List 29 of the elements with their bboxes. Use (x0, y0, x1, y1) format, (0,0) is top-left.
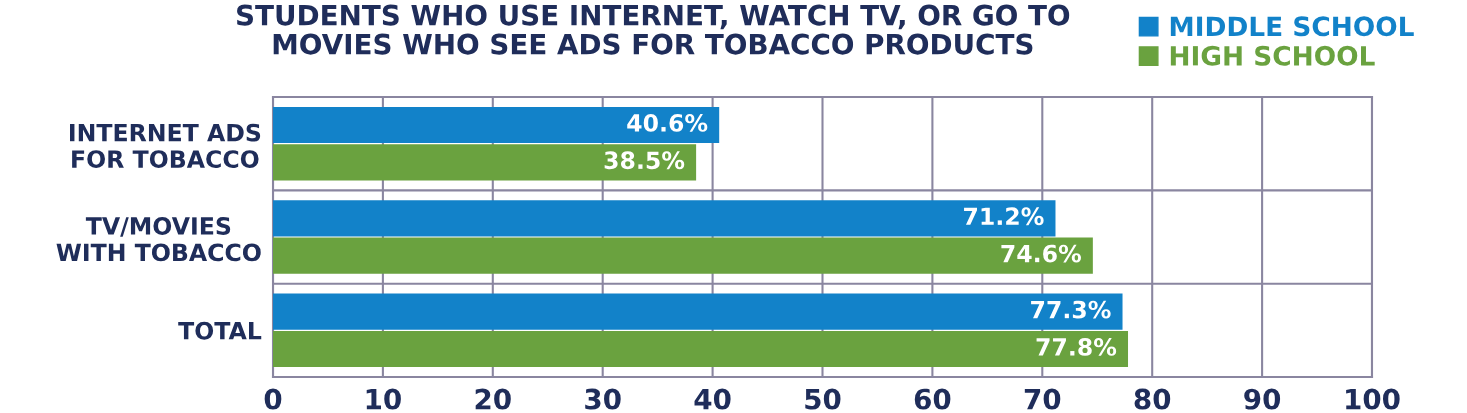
chart-title: STUDENTS WHO USE INTERNET, WATCH TV, OR GO TO MOVIES WHO SEE ADS FOR TOBACCO PRODUCTS (237, 4, 1070, 55)
data-label: 40.6% (627, 113, 708, 132)
bar (273, 237, 1093, 274)
data-label: 74.6% (1001, 244, 1081, 263)
x-tick-label: 30 (585, 388, 621, 410)
x-tick-label: 60 (914, 388, 951, 410)
bar (273, 144, 697, 181)
data-label: 77.8% (1036, 337, 1117, 356)
x-tick-label: 40 (694, 388, 731, 410)
x-tick-label: 70 (1024, 388, 1061, 410)
x-tick-label: 20 (475, 388, 511, 410)
y-tick-label: TV/MOVIES WITH TOBACCO (56, 217, 261, 262)
bar (273, 330, 1129, 368)
x-tick-label: 100 (1346, 388, 1400, 410)
data-label: 77.3% (1031, 300, 1111, 319)
x-tick-label: 80 (1134, 388, 1171, 410)
y-tick-label: INTERNET ADS FOR TOBACCO (70, 123, 261, 168)
bar (273, 200, 1056, 237)
x-tick-label: 0 (264, 388, 282, 410)
x-tick-label: 90 (1244, 388, 1281, 410)
x-tick-label: 10 (366, 388, 401, 410)
data-label: 38.5% (604, 151, 685, 170)
data-label: 71.2% (964, 207, 1044, 226)
bar (273, 106, 720, 144)
bar (273, 293, 1123, 330)
legend-label: HIGH SCHOOL (1170, 45, 1375, 66)
x-tick-label: 50 (805, 388, 841, 410)
legend-label: MIDDLE SCHOOL (1170, 16, 1414, 37)
y-tick-label: TOTAL (178, 321, 262, 340)
